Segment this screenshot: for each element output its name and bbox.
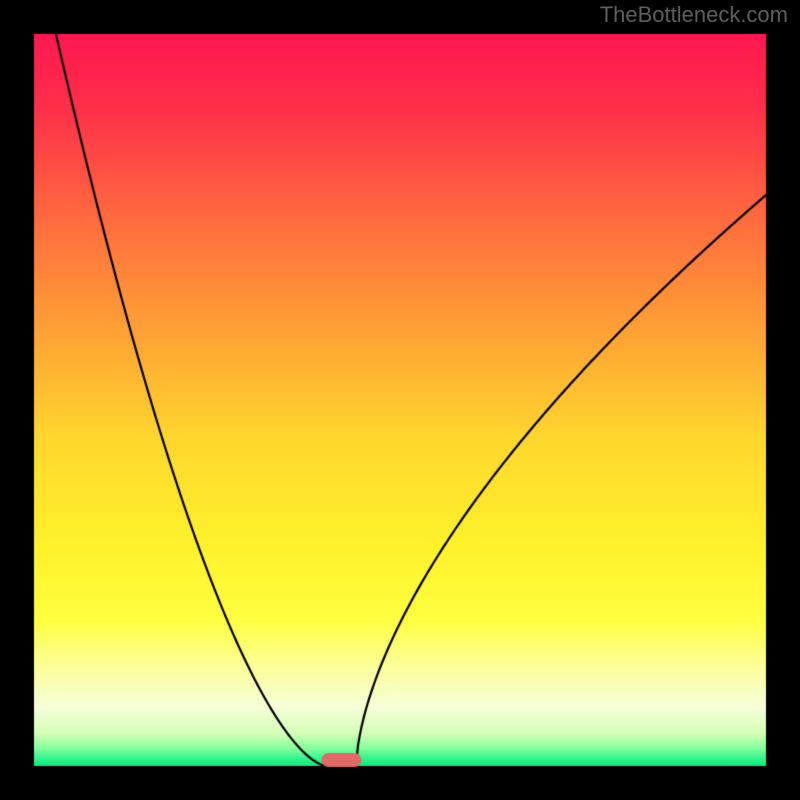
bottleneck-chart-canvas	[0, 0, 800, 800]
watermark-text: TheBottleneck.com	[600, 2, 788, 28]
chart-container: TheBottleneck.com	[0, 0, 800, 800]
